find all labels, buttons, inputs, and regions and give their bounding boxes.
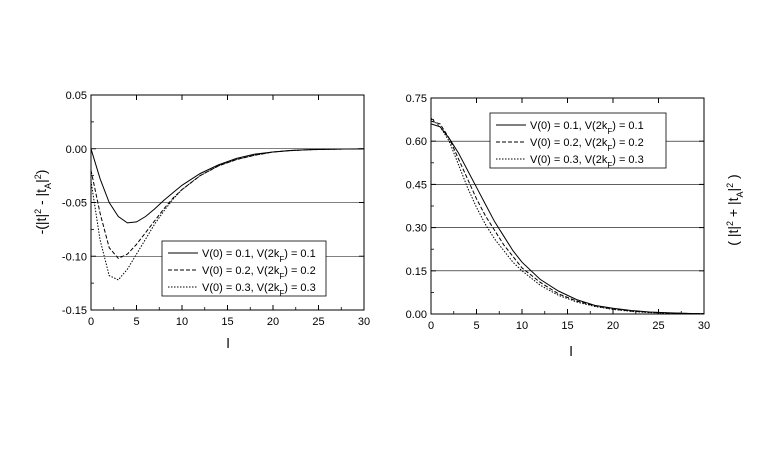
legend-label-1: V(0) = 0.1, V(2kF) = 0.1 xyxy=(530,120,644,136)
x-tick-label: 15 xyxy=(561,320,573,332)
y-tick-label: -0.10 xyxy=(62,251,87,263)
x-tick-label: 25 xyxy=(312,316,324,328)
x-tick-label: 10 xyxy=(516,320,528,332)
legend-label-1: V(0) = 0.1, V(2kF) = 0.1 xyxy=(202,248,316,264)
x-tick-label: 25 xyxy=(652,320,664,332)
y-tick-label: 0.00 xyxy=(406,309,427,321)
x-tick-label: 0 xyxy=(88,316,94,328)
y-axis-label: ( |t|2 + |tA|2 ) xyxy=(725,174,745,245)
chart-panel-1: 0 5 10 15 20 25 30 -0.15 -0.10 -0.05 0.00 0.05 l -(|t… xyxy=(33,90,370,351)
x-axis-label: l xyxy=(226,335,229,351)
legend: V(0) = 0.1, V(2kF) = 0.1V(0) = 0.2, V(2k… xyxy=(489,112,667,170)
y-axis-label: -(|t|2 - |tA|2) xyxy=(33,170,53,235)
series-line-3 xyxy=(90,148,365,281)
legend-box xyxy=(489,112,667,169)
y-tick-label: -0.05 xyxy=(62,198,87,210)
x-axis-label: l xyxy=(569,343,572,359)
legend-label-2: V(0) = 0.2, V(2kF) = 0.2 xyxy=(530,137,644,153)
x-tick-label: 20 xyxy=(267,316,279,328)
y-tick-label: 0.15 xyxy=(406,266,427,278)
series-line-1 xyxy=(90,148,365,224)
y-tick-label: 0.30 xyxy=(406,223,427,235)
legend-label-3: V(0) = 0.3, V(2kF) = 0.3 xyxy=(202,282,316,298)
x-tick-label: 0 xyxy=(428,320,434,332)
series-line-2 xyxy=(430,120,705,315)
y-tick-label: -0.15 xyxy=(62,305,87,317)
y-tick-label: 0.45 xyxy=(406,179,427,191)
y-tick-label: 0.60 xyxy=(406,136,427,148)
y-tick-label: 0.05 xyxy=(66,90,87,102)
y-tick-label: 0.00 xyxy=(66,144,87,156)
chart-panel-2: 0 5 10 15 20 25 30 0.00 0.15 0.30 0.45 0.60 0.75 l ( |… xyxy=(406,93,745,359)
x-tick-label: 30 xyxy=(358,316,370,328)
legend: V(0) = 0.1, V(2kF) = 0.1V(0) = 0.2, V(2k… xyxy=(161,240,327,298)
x-tick-label: 5 xyxy=(473,320,479,332)
legend-label-2: V(0) = 0.2, V(2kF) = 0.2 xyxy=(202,265,316,281)
x-tick-label: 15 xyxy=(221,316,233,328)
y-tick-label: 0.75 xyxy=(406,93,427,105)
x-tick-label: 10 xyxy=(176,316,188,328)
x-tick-label: 20 xyxy=(607,320,619,332)
x-tick-label: 5 xyxy=(133,316,139,328)
x-tick-label: 30 xyxy=(698,320,710,332)
legend-label-3: V(0) = 0.3, V(2kF) = 0.3 xyxy=(530,154,644,170)
